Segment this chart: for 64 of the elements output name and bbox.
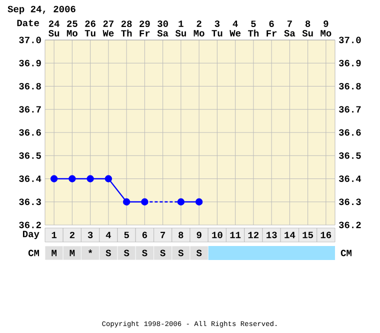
text: M [70,250,75,256]
text: 1 [52,232,57,238]
y2-tick-label: 36.4 [338,176,362,182]
x-tick-label: 29 Fr [140,20,150,36]
text: S [160,250,166,256]
text: 13 [266,232,277,238]
text: S [142,250,148,256]
text: 5 [124,232,129,238]
text: Day [22,230,40,240]
y2-tick-label: 36.3 [338,198,361,206]
text: * [88,250,92,254]
text: 2 [70,232,74,238]
y2-tick-label: 36.5 [338,152,361,159]
x-tick-label: 6 Fr [266,20,277,36]
y2-tick-label: 37.0 [338,36,361,44]
x-tick-label: 2 Mo [194,20,204,36]
text: CM [28,250,40,256]
y2-tick-label: 36.6 [338,129,361,136]
x-tick-label: 28 Th [121,20,132,36]
y-tick-label: 36.6 [19,129,41,136]
x-tick-label: 9 Mo [320,20,332,36]
x-tick-label: 26 Tu [84,20,96,36]
x-tick-label: 8 Su [302,20,313,36]
y-tick-label: 36.5 [19,152,41,159]
x-tick-label: 24 Su [48,20,60,36]
text: M [52,250,56,256]
text: S [196,250,202,256]
x-tick-label: 1 Su [175,20,186,36]
text: 10 [212,232,222,238]
x-tick-label: 5 Th [248,20,259,36]
text: 16 [320,232,332,238]
text: 6 [142,232,148,238]
x-tick-label: 30 Sa [157,20,168,36]
y2-tick-label: 36.2 [338,222,361,228]
x-tick-label: 25 Mo [66,20,78,36]
text: 11 [230,232,241,238]
y-tick-label: 36.4 [19,176,42,182]
y-tick-label: 36.8 [19,83,41,90]
y-tick-label: 37.0 [19,36,41,44]
text: S [178,250,184,256]
y-tick-label: 36.9 [19,60,41,66]
chart-title: Sep 24, 2006 [8,6,76,14]
text: S [106,250,111,256]
text: 8 [178,232,184,238]
x-tick-label: 3 Tu [212,20,222,36]
y-tick-label: 36.7 [19,106,41,113]
y-tick-label: 36.3 [19,198,41,206]
y-tick-label: 36.2 [19,222,41,228]
y2-tick-label: 36.9 [338,60,361,66]
x-axis-title: Date [17,20,40,26]
text: CM [340,250,352,256]
text: S [124,250,130,256]
x-tick-label: 27 We [102,20,114,36]
text: 14 [284,232,296,238]
text: 4 [106,232,111,238]
y2-tick-label: 36.8 [338,83,361,90]
y2-tick-label: 36.7 [338,106,361,113]
text: 15 [302,232,314,238]
x-tick-label: 4 We [230,20,241,36]
text: 7 [160,232,166,238]
x-tick-label: 7 Sa [284,20,296,36]
text: 9 [196,232,202,238]
text: 3 [88,232,93,238]
text: 12 [248,232,259,238]
